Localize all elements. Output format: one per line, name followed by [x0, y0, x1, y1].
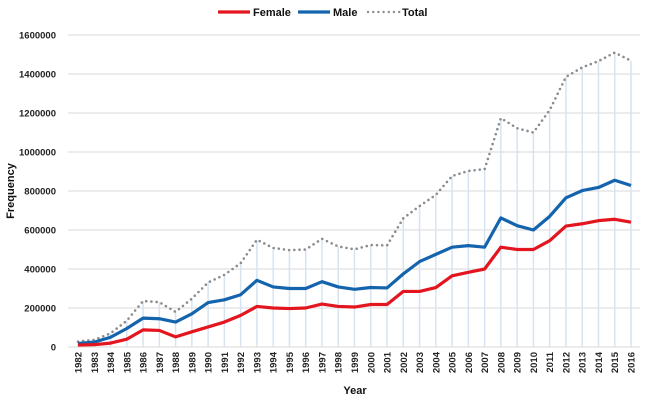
x-tick-label: 2001 [383, 351, 394, 373]
x-tick-label: 2013 [578, 352, 589, 373]
x-tick-label: 2005 [448, 351, 459, 373]
gridlines [68, 34, 640, 348]
x-tick-label: 2014 [594, 351, 605, 373]
x-tick-label: 1988 [171, 352, 182, 373]
x-tick-label: 1999 [350, 352, 361, 373]
drop-lines [77, 52, 632, 347]
x-tick-label: 1982 [74, 352, 85, 373]
x-tick-label: 2006 [464, 352, 475, 373]
x-tick-label: 1984 [106, 351, 117, 373]
y-axis-title: Frequency [5, 162, 17, 219]
legend-item-female: Female [218, 7, 291, 19]
x-tick-label: 2012 [561, 352, 572, 373]
x-tick-label: 2007 [480, 352, 491, 373]
x-axis-title: Year [343, 385, 367, 397]
y-tick-label: 1600000 [19, 31, 56, 42]
x-tick-label: 2000 [366, 352, 377, 373]
x-tick-label: 2003 [415, 352, 426, 373]
legend-label-total: Total [402, 7, 427, 19]
x-tick-label: 1989 [187, 352, 198, 373]
x-tick-label: 1996 [301, 352, 312, 373]
x-tick-label: 2008 [496, 352, 507, 373]
legend-item-male: Male [298, 7, 357, 19]
y-tick-label: 400000 [24, 265, 56, 276]
x-tick-label: 2004 [431, 351, 442, 373]
x-tick-label: 2016 [627, 352, 638, 373]
x-tick-label: 1986 [139, 352, 150, 373]
legend-label-female: Female [253, 7, 291, 19]
series-line-total [76, 51, 633, 343]
series-group [76, 51, 633, 347]
y-tick-label: 0 [51, 343, 56, 354]
x-tick-label: 1997 [317, 352, 328, 373]
x-tick-label: 1987 [155, 352, 166, 373]
legend: Female Male Total [218, 7, 427, 19]
y-tick-label: 600000 [24, 226, 56, 237]
x-tick-label: 1991 [220, 351, 231, 373]
x-tick-label: 2011 [545, 351, 556, 372]
y-tick-label: 1200000 [19, 109, 56, 120]
x-tick-label: 1985 [122, 351, 133, 373]
x-tick-label: 1995 [285, 351, 296, 373]
y-tick-label: 200000 [24, 304, 56, 315]
x-tick-label: 1994 [269, 351, 280, 373]
y-tick-label: 1000000 [19, 148, 56, 159]
legend-label-male: Male [333, 7, 357, 19]
x-tick-label: 1998 [334, 352, 345, 373]
x-tick-label: 2015 [610, 351, 621, 373]
y-tick-label: 1400000 [19, 70, 56, 81]
x-tick-label: 2002 [399, 352, 410, 373]
x-tick-label: 2009 [513, 352, 524, 373]
y-axis-ticks: 0 200000 400000 600000 800000 1000000 1200000 1… [19, 31, 56, 354]
x-tick-label: 1990 [204, 352, 215, 373]
y-tick-label: 800000 [24, 187, 56, 198]
x-tick-label: 2010 [529, 352, 540, 373]
x-tick-label: 1993 [252, 352, 263, 373]
x-axis-ticks: 1982 1983 1984 1985 1986 1987 1988 1989 1990 1991… [74, 351, 638, 373]
legend-item-total: Total [366, 7, 427, 19]
x-tick-label: 1983 [90, 352, 101, 373]
x-tick-label: 1992 [236, 352, 247, 373]
